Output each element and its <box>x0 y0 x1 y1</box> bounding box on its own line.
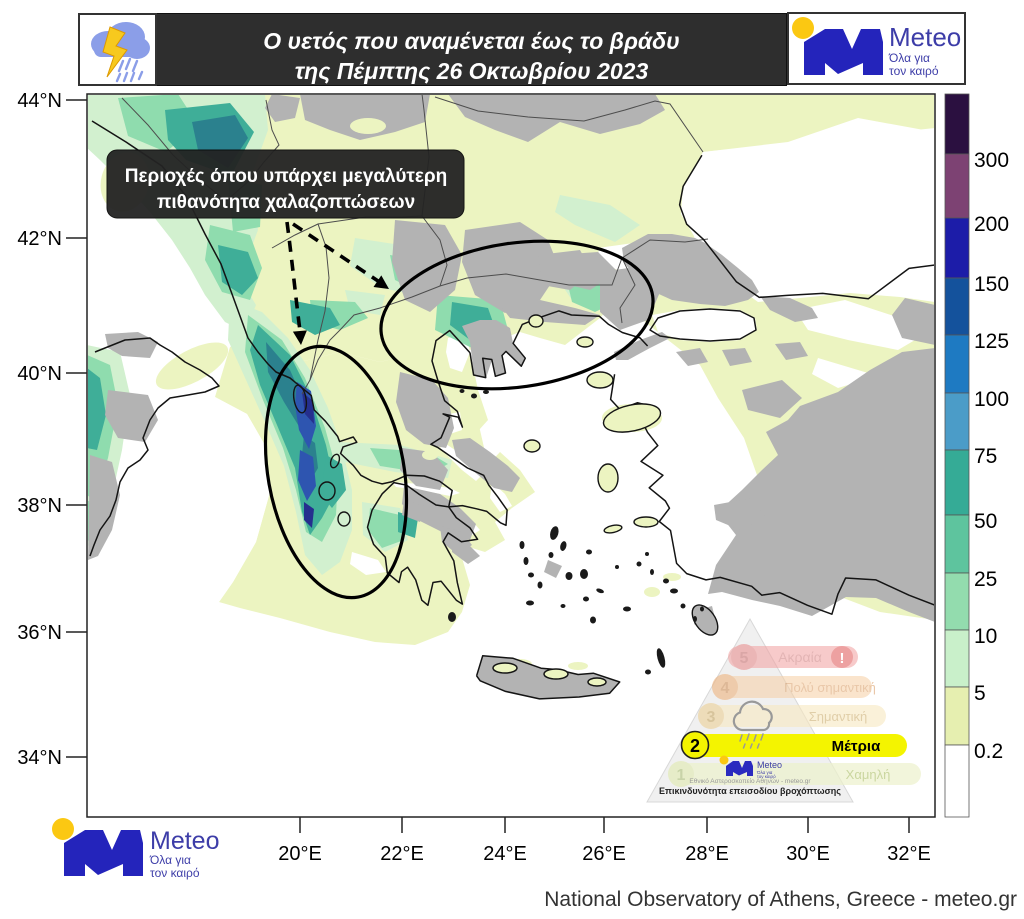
svg-text:26°E: 26°E <box>582 843 626 865</box>
svg-text:Εθνικό Αστεροσκοπείο Αθηνών -: Εθνικό Αστεροσκοπείο Αθηνών - meteo.gr <box>689 777 811 785</box>
svg-text:Όλα για: Όλα για <box>888 51 930 65</box>
svg-text:τον καιρό: τον καιρό <box>757 773 776 779</box>
svg-text:22°E: 22°E <box>380 843 424 865</box>
svg-text:100: 100 <box>974 388 1009 411</box>
svg-text:5: 5 <box>740 650 749 667</box>
svg-text:42°N: 42°N <box>17 228 62 250</box>
svg-text:10: 10 <box>974 625 997 648</box>
svg-text:5: 5 <box>974 682 986 705</box>
svg-text:Πολύ σημαντική: Πολύ σημαντική <box>784 680 876 695</box>
svg-text:150: 150 <box>974 273 1009 296</box>
svg-text:40°N: 40°N <box>17 363 62 385</box>
svg-text:πιθανότητα χαλαζοπτώσεων: πιθανότητα χαλαζοπτώσεων <box>157 192 415 213</box>
svg-text:3: 3 <box>707 709 716 726</box>
svg-text:τον καιρό: τον καιρό <box>150 866 200 880</box>
svg-text:Ακραία: Ακραία <box>778 649 822 665</box>
svg-text:125: 125 <box>974 330 1009 353</box>
svg-text:τον καιρό: τον καιρό <box>889 64 939 78</box>
svg-text:Meteo: Meteo <box>757 760 782 770</box>
svg-text:38°N: 38°N <box>17 495 62 517</box>
svg-text:50: 50 <box>974 510 997 533</box>
svg-text:44°N: 44°N <box>17 90 62 112</box>
svg-text:25: 25 <box>974 568 997 591</box>
svg-text:75: 75 <box>974 445 997 468</box>
svg-text:Μέτρια: Μέτρια <box>832 738 881 755</box>
svg-text:Όλα για: Όλα για <box>149 853 191 867</box>
svg-text:0.2: 0.2 <box>974 740 1003 763</box>
svg-text:28°E: 28°E <box>685 843 729 865</box>
svg-text:Χαμηλή: Χαμηλή <box>846 767 891 782</box>
svg-text:36°N: 36°N <box>17 622 62 644</box>
svg-text:4: 4 <box>721 680 730 697</box>
svg-text:34°N: 34°N <box>17 747 62 769</box>
svg-text:200: 200 <box>974 213 1009 236</box>
svg-text:!: ! <box>840 650 845 667</box>
svg-text:Meteo: Meteo <box>889 22 961 52</box>
svg-text:1: 1 <box>677 767 686 784</box>
svg-text:Σημαντική: Σημαντική <box>809 709 868 724</box>
svg-text:National Observatory of Athens: National Observatory of Athens, Greece -… <box>544 888 1017 911</box>
svg-text:2: 2 <box>690 736 700 756</box>
svg-text:20°E: 20°E <box>278 843 322 865</box>
svg-text:Επικινδυνότητα επεισοδίου βροχ: Επικινδυνότητα επεισοδίου βροχόπτωσης <box>659 786 841 796</box>
svg-text:Όλα για: Όλα για <box>756 770 773 775</box>
svg-text:30°E: 30°E <box>786 843 830 865</box>
svg-text:Meteo: Meteo <box>150 827 219 855</box>
svg-text:24°E: 24°E <box>483 843 527 865</box>
svg-text:32°E: 32°E <box>887 843 931 865</box>
svg-text:300: 300 <box>974 149 1009 172</box>
svg-text:Περιοχές όπου υπάρχει μεγαλύτε: Περιοχές όπου υπάρχει μεγαλύτερη <box>125 166 448 187</box>
